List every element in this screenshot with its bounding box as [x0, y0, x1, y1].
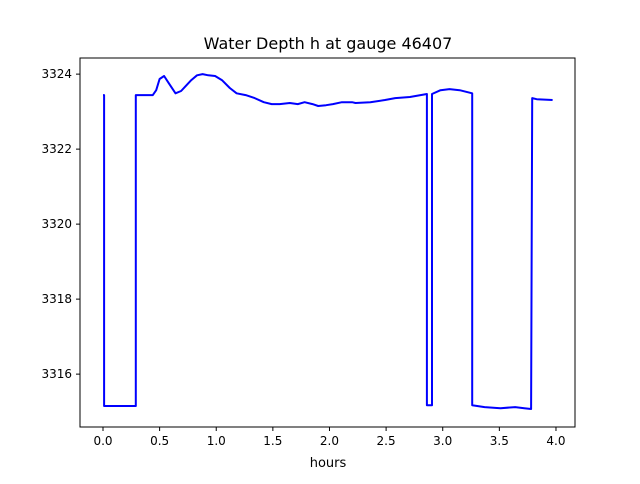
y-tick-label: 3322: [41, 142, 72, 156]
plot-area-frame: [79, 57, 576, 428]
x-tick-label: 2.0: [320, 434, 339, 448]
y-tick-label: 3324: [41, 67, 72, 81]
x-tick-label: 3.5: [490, 434, 509, 448]
x-tick-label: 2.5: [377, 434, 396, 448]
x-tick-label: 0.0: [93, 434, 112, 448]
x-tick-label: 1.0: [207, 434, 226, 448]
chart-title: Water Depth h at gauge 46407: [204, 34, 453, 53]
x-tick-label: 4.0: [546, 434, 565, 448]
y-tick-label: 3316: [41, 367, 72, 381]
y-tick-label: 3320: [41, 217, 72, 231]
x-tick-label: 1.5: [263, 434, 282, 448]
x-tick-label: 3.0: [433, 434, 452, 448]
x-axis-label: hours: [310, 456, 347, 471]
y-tick-label: 3318: [41, 292, 72, 306]
x-tick-label: 0.5: [150, 434, 169, 448]
series-line-h: [103, 73, 553, 410]
